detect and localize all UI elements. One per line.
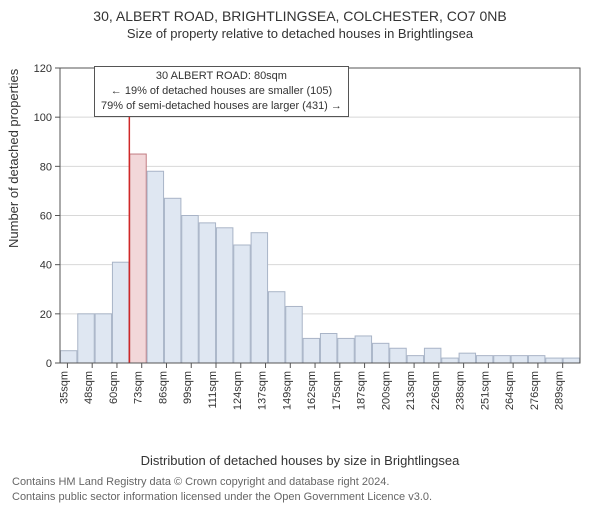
bar: [390, 348, 406, 363]
x-tick-label: 175sqm: [331, 371, 343, 410]
y-tick-label: 0: [46, 358, 52, 370]
bar: [182, 216, 198, 364]
x-tick-label: 276sqm: [529, 371, 541, 410]
bar: [303, 338, 319, 363]
y-tick-label: 60: [40, 211, 52, 223]
bar: [147, 171, 163, 363]
y-tick-label: 40: [40, 260, 52, 272]
x-tick-label: 251sqm: [479, 371, 491, 410]
bar: [355, 336, 371, 363]
bar: [338, 338, 354, 363]
annotation-line: ← 19% of detached houses are smaller (10…: [101, 84, 342, 99]
bar-highlight: [130, 154, 146, 363]
x-tick-label: 149sqm: [281, 371, 293, 410]
bar: [494, 356, 510, 363]
y-tick-label: 20: [40, 309, 52, 321]
bar: [251, 233, 267, 363]
bar: [459, 353, 475, 363]
x-tick-label: 289sqm: [554, 371, 566, 410]
y-tick-label: 100: [34, 112, 52, 124]
footer-line: Contains public sector information licen…: [12, 490, 588, 504]
bar: [528, 356, 544, 363]
y-tick-label: 80: [40, 161, 52, 173]
bar: [320, 334, 336, 364]
bar: [78, 314, 94, 363]
bar: [442, 358, 458, 363]
page-subtitle: Size of property relative to detached ho…: [0, 26, 600, 41]
x-axis-label: Distribution of detached houses by size …: [0, 453, 600, 468]
annotation-line: 79% of semi-detached houses are larger (…: [101, 99, 342, 114]
x-tick-label: 35sqm: [58, 371, 70, 404]
x-tick-label: 200sqm: [380, 371, 392, 410]
x-tick-label: 226sqm: [430, 371, 442, 410]
x-tick-label: 137sqm: [257, 371, 269, 410]
bar: [268, 292, 284, 363]
footer-line: Contains HM Land Registry data © Crown c…: [12, 475, 588, 489]
bar: [112, 262, 128, 363]
x-tick-label: 111sqm: [207, 371, 219, 409]
bar: [407, 356, 423, 363]
bar: [286, 306, 302, 363]
bar: [234, 245, 250, 363]
bar: [546, 358, 562, 363]
bar: [424, 348, 440, 363]
x-tick-label: 73sqm: [133, 371, 145, 404]
annotation-line: 30 ALBERT ROAD: 80sqm: [101, 69, 342, 84]
bar: [476, 356, 492, 363]
x-tick-label: 238sqm: [455, 371, 467, 410]
bar: [372, 343, 388, 363]
page-title: 30, ALBERT ROAD, BRIGHTLINGSEA, COLCHEST…: [0, 8, 600, 24]
bar: [563, 358, 579, 363]
x-tick-label: 264sqm: [504, 371, 516, 410]
bar: [199, 223, 215, 363]
bar: [216, 228, 232, 363]
x-tick-label: 60sqm: [108, 371, 120, 404]
bar: [95, 314, 111, 363]
x-tick-label: 187sqm: [356, 371, 368, 410]
x-tick-label: 99sqm: [182, 371, 194, 404]
x-tick-label: 162sqm: [306, 371, 318, 410]
x-tick-label: 48sqm: [83, 371, 95, 404]
bar: [511, 356, 527, 363]
annotation-box: 30 ALBERT ROAD: 80sqm ← 19% of detached …: [94, 66, 349, 117]
x-tick-label: 86sqm: [157, 371, 169, 404]
bar: [164, 198, 180, 363]
y-tick-label: 120: [34, 63, 52, 75]
bar: [60, 351, 76, 363]
x-tick-label: 213sqm: [405, 371, 417, 410]
x-tick-label: 124sqm: [232, 371, 244, 410]
